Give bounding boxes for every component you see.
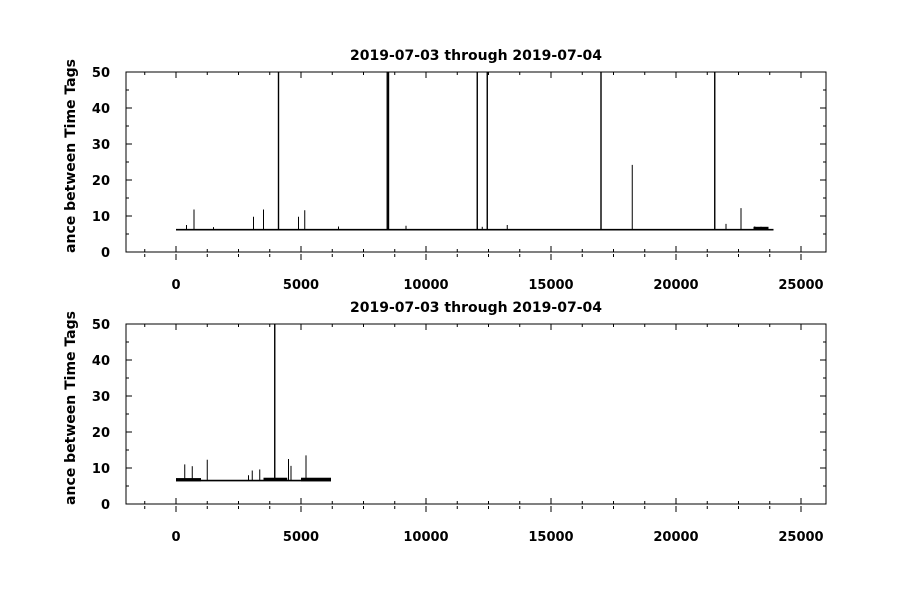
y-tick-label: 20 <box>92 174 110 189</box>
x-tick-label: 5000 <box>283 530 319 545</box>
x-tick-label: 25000 <box>778 530 823 545</box>
y-axis-label: ance between Time Tags <box>63 311 79 505</box>
chart-panel-1: 2019-07-03 through 2019-07-04 ance betwee… <box>63 48 827 293</box>
y-tick-label: 30 <box>92 138 110 153</box>
x-tick-label: 20000 <box>653 530 698 545</box>
chart-title: 2019-07-03 through 2019-07-04 <box>350 48 602 64</box>
chart-panel-2: 2019-07-03 through 2019-07-04 ance betwee… <box>63 300 827 545</box>
x-tick-label: 25000 <box>778 278 823 293</box>
y-tick-label: 40 <box>92 354 110 369</box>
y-tick-label: 10 <box>92 210 110 225</box>
y-tick-label: 0 <box>101 498 110 513</box>
y-tick-label: 30 <box>92 390 110 405</box>
y-axis-label: ance between Time Tags <box>63 59 79 253</box>
y-tick-label: 40 <box>92 102 110 117</box>
chart-title: 2019-07-03 through 2019-07-04 <box>350 300 602 316</box>
x-tick-label: 10000 <box>403 530 448 545</box>
x-tick-label: 5000 <box>283 278 319 293</box>
x-tick-label: 0 <box>171 530 180 545</box>
x-tick-label: 15000 <box>528 278 573 293</box>
x-tick-label: 10000 <box>403 278 448 293</box>
y-tick-label: 20 <box>92 426 110 441</box>
series-dense-band <box>176 478 201 482</box>
plot-frame <box>125 71 827 253</box>
x-tick-label: 20000 <box>653 278 698 293</box>
y-tick-label: 0 <box>101 246 110 261</box>
x-tick-label: 15000 <box>528 530 573 545</box>
series-dense-band <box>301 477 331 482</box>
y-tick-label: 50 <box>92 66 110 81</box>
x-tick-label: 0 <box>171 278 180 293</box>
plot-frame <box>125 323 827 505</box>
y-tick-label: 10 <box>92 462 110 477</box>
y-tick-label: 50 <box>92 318 110 333</box>
